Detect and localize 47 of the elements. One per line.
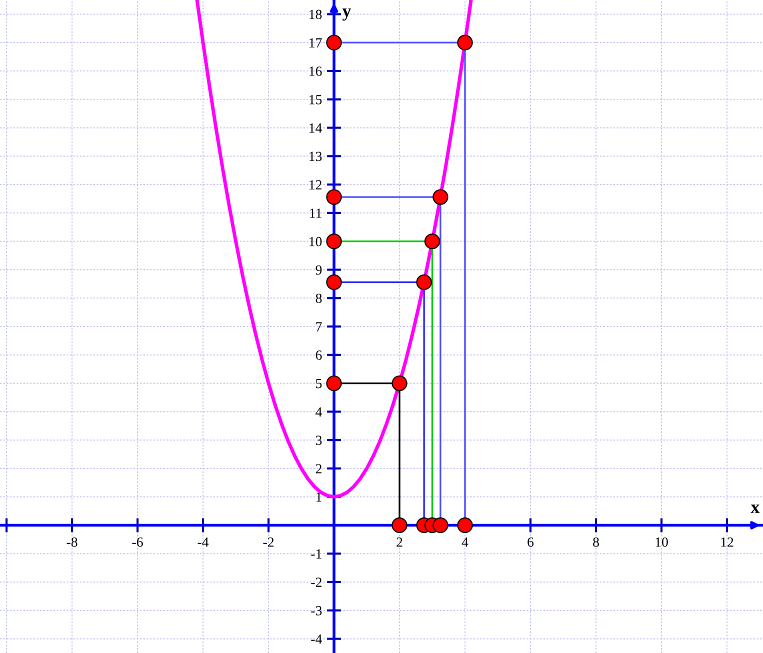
y-tick-label: 15 xyxy=(310,95,322,104)
x-tick-label: 4 xyxy=(462,538,468,547)
x-tick-label: -6 xyxy=(132,537,143,547)
y-tick-label: 2 xyxy=(316,464,322,474)
y-tick-label: 10 xyxy=(310,236,322,246)
point xyxy=(457,517,473,534)
point xyxy=(416,274,432,290)
point xyxy=(457,34,473,50)
y-tick-label: 4 xyxy=(316,407,322,416)
y-axis-title: y xyxy=(342,8,352,21)
x-tick-label: 2 xyxy=(396,537,402,547)
x-tick-label: -4 xyxy=(198,538,209,547)
y-tick-label: 9 xyxy=(316,265,322,275)
point xyxy=(392,517,408,534)
x-tick-label: 8 xyxy=(593,537,599,547)
x-axis-title: x xyxy=(750,504,760,513)
y-tick-label: -3 xyxy=(311,606,322,616)
y-tick-label: 17 xyxy=(310,38,322,48)
y-tick-label: 14 xyxy=(310,123,322,133)
point xyxy=(326,34,342,50)
point xyxy=(326,233,342,250)
point xyxy=(432,189,448,205)
point xyxy=(326,375,342,392)
y-tick-label: 5 xyxy=(316,379,322,388)
y-tick-label: 3 xyxy=(316,436,322,446)
x-tick-label: 6 xyxy=(528,537,534,547)
y-tick-label: 7 xyxy=(316,322,322,332)
y-tick-label: 11 xyxy=(310,208,322,218)
x-tick-label: 10 xyxy=(656,537,668,547)
y-tick-label: 13 xyxy=(310,152,322,162)
point xyxy=(392,375,408,392)
x-tick-label: 12 xyxy=(721,537,734,547)
x-tick-label: -2 xyxy=(263,537,274,547)
y-tick-label: -4 xyxy=(311,634,322,644)
y-tick-label: 16 xyxy=(310,66,322,76)
x-tick-label: -8 xyxy=(66,537,78,547)
y-tick-label: -2 xyxy=(311,578,322,587)
y-tick-label: 8 xyxy=(316,294,322,304)
point xyxy=(326,189,342,205)
point xyxy=(424,233,440,250)
y-tick-label: 12 xyxy=(310,180,322,190)
point xyxy=(432,517,448,534)
y-tick-label: 1 xyxy=(316,492,322,502)
y-tick-label: 6 xyxy=(316,350,322,360)
point xyxy=(326,274,342,290)
y-tick-label: -1 xyxy=(311,549,322,558)
y-tick-label: 18 xyxy=(310,10,322,20)
